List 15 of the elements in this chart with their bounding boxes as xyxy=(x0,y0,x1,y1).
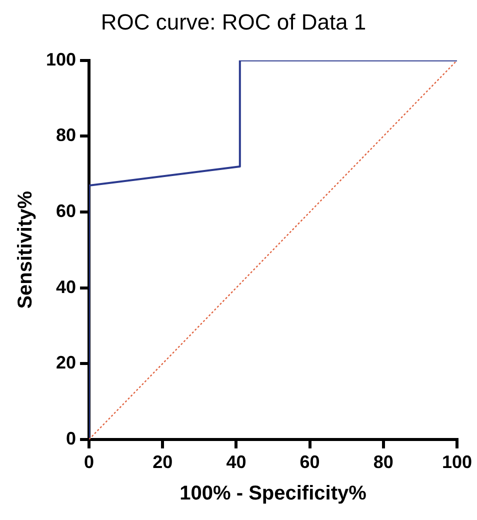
x-tick-label: 100 xyxy=(442,452,472,472)
x-tick-label: 40 xyxy=(226,452,246,472)
y-axis-title: Sensitivity% xyxy=(14,190,37,309)
x-axis-title: 100% - Specificity% xyxy=(180,482,367,505)
chart-title: ROC curve: ROC of Data 1 xyxy=(100,9,366,34)
y-tick-label: 100 xyxy=(46,49,76,70)
y-tick-label: 60 xyxy=(56,200,76,221)
y-tick-label: 20 xyxy=(56,352,76,373)
y-tick-label: 0 xyxy=(66,428,76,448)
y-tick-label: 80 xyxy=(56,125,76,146)
x-tick-label: 80 xyxy=(373,452,394,472)
x-tick-label: 20 xyxy=(152,452,173,472)
x-tick-label: 60 xyxy=(300,452,320,472)
y-tick-label: 40 xyxy=(56,276,76,297)
x-tick-label: 0 xyxy=(84,452,94,472)
